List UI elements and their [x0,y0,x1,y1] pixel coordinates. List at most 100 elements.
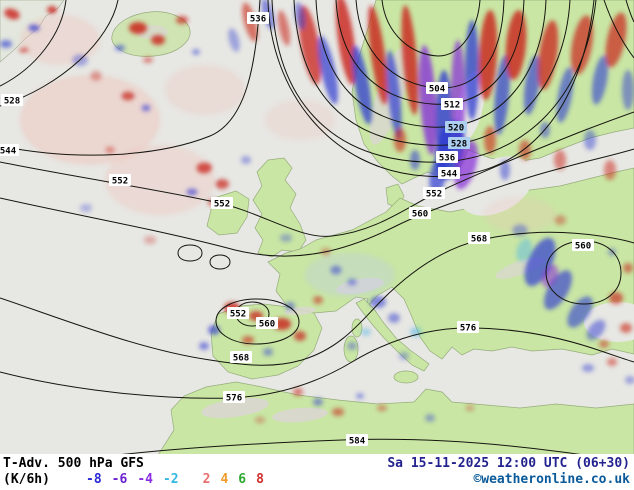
advection-blob [105,146,115,154]
advection-blob [599,340,609,348]
land-corsica [351,318,363,338]
contour-label-box [426,82,448,94]
advection-blob [141,104,151,112]
contour-label-text: 544 [0,147,17,157]
advection-blob [356,393,364,399]
advection-blob [0,40,12,48]
advection-blob [330,265,342,275]
contour-line-552 [0,111,634,237]
contour-line-536 [271,0,597,163]
contour-label-text: 560 [412,210,428,220]
advection-blob [263,348,273,356]
contour-label-text: 536 [250,15,266,25]
contour-label-text: 520 [448,124,464,134]
advection-blob [620,323,632,333]
contour-label-box [436,151,458,163]
advection-blob [410,150,420,170]
contour-line [603,0,634,59]
contour-label-box [346,434,368,446]
advection-blob [554,215,566,225]
contour-line-560 [0,148,634,257]
weather-map: 528 544 552 552 536 504 512 520 528 536 544 552 560 5… [0,0,634,455]
contour-label-box [423,187,445,199]
advection-blob [399,352,409,360]
advection-blob [208,325,220,335]
advection-blob [556,67,574,123]
contour-line [209,254,231,270]
legend-value: -2 [162,472,179,487]
contour-line-512 [335,0,525,105]
land-sicily [393,370,419,384]
atlas-mountains-east [272,407,328,423]
advection-blob [4,8,20,20]
advection-blob [465,20,479,120]
contour-line-560 [545,240,622,305]
advection-blob [377,405,387,411]
advection-blob [335,0,357,85]
advection-blob [591,55,609,105]
contour-line-568 [0,231,634,366]
contour-label-box [227,307,249,319]
contour-label-box [230,351,252,363]
advection-blob [294,2,306,30]
advection-blob [608,248,616,256]
contour-line-576 [0,327,634,399]
advection-blob [484,197,556,233]
advection-blob [105,145,215,215]
advection-blob [20,15,100,65]
contour-label-text: 552 [426,190,442,200]
contour-label-box [256,317,278,329]
contour-label-text: 560 [575,242,591,252]
contour-label-box [409,207,431,219]
contour-line [0,0,67,87]
advection-blob [277,10,291,46]
advection-blob [80,204,92,212]
advection-blob [28,24,40,32]
land-italy [355,298,430,372]
contour-line [625,0,634,23]
advection-blob [570,15,594,75]
map-footer: T-Adv. 500 hPa GFS (K/6h) -8 -6 -4 -2 2 4 6 8 S… [0,454,634,490]
advection-blob [523,55,541,115]
advection-blob [625,376,634,384]
contour-label-text: 584 [349,437,366,447]
advection-blob [265,100,335,140]
advection-blob [196,162,212,174]
advection-blob [144,236,156,244]
contour-label-box [109,174,131,186]
contour-label-text: 576 [226,394,242,404]
advection-blob [199,342,209,350]
contour-label-box [441,98,463,110]
advection-blob [368,5,388,105]
advection-blob [494,55,510,135]
contour-line-544 [0,0,261,156]
contour-label-box [468,232,490,244]
advection-blob [584,130,596,150]
contour-label-text: 560 [259,320,275,330]
contour-label-box [1,94,23,106]
contour-line [177,244,203,262]
contour-label-text: 552 [214,200,230,210]
advection-blob [609,292,623,304]
advection-blob [622,70,634,110]
contour-label-text: 536 [439,154,455,164]
contour-lines [0,0,634,455]
contour-label-text: 528 [4,97,20,107]
advection-blob [347,278,357,286]
advection-blob [361,328,371,336]
contour-label-box [438,167,460,179]
contour-line-584 [117,438,588,455]
legend-value: 2 [202,472,211,487]
contour-labels: 528 544 552 552 536 504 512 520 528 536 544 552 560 5… [0,12,594,447]
advection-blob [280,234,292,242]
advection-blob [388,313,400,323]
copyright-label: ©weatheronline.co.uk [473,472,630,487]
advection-blob [255,417,265,423]
contour-label-text: 568 [471,235,487,245]
contour-label-box [211,197,233,209]
valid-datetime: Sa 15-11-2025 12:00 UTC (06+30) [387,456,630,471]
contour-line-520 [315,0,547,128]
advection-blob [607,358,617,366]
color-legend: -8 -6 -4 -2 2 4 6 8 [86,472,274,487]
contour-label-text: 552 [112,177,128,187]
